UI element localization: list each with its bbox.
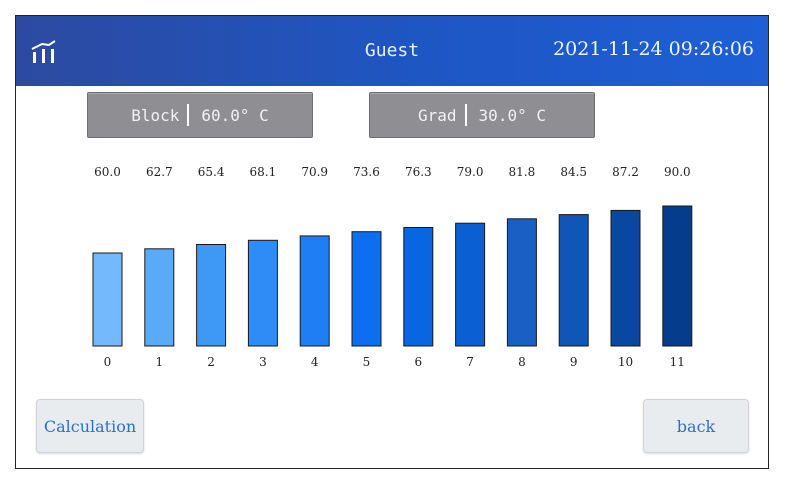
category-label: 3 bbox=[259, 355, 267, 369]
category-label: 10 bbox=[618, 355, 633, 369]
value-label: 60.0 bbox=[94, 165, 121, 179]
bar-10 bbox=[610, 209, 641, 347]
chart-svg: 60.0 0 62.7 1 65.4 2 68.1 3 70.9 4 73.6 5 76.3 6 79.0 7… bbox=[92, 165, 693, 369]
category-label: 0 bbox=[104, 355, 112, 369]
category-label: 1 bbox=[155, 355, 163, 369]
category-label: 11 bbox=[670, 355, 685, 369]
block-label: Block bbox=[131, 105, 180, 125]
back-button[interactable]: back bbox=[643, 399, 749, 453]
value-label: 70.9 bbox=[301, 165, 328, 179]
calculation-button[interactable]: Calculation bbox=[36, 399, 144, 453]
bar-1 bbox=[144, 248, 175, 347]
gradient-field[interactable]: Grad 30.0° C bbox=[369, 92, 595, 138]
value-label: 79.0 bbox=[457, 165, 484, 179]
value-label: 73.6 bbox=[353, 165, 380, 179]
category-label: 7 bbox=[466, 355, 474, 369]
text-caret bbox=[187, 104, 190, 126]
bar-11 bbox=[662, 205, 693, 347]
value-label: 90.0 bbox=[664, 165, 691, 179]
block-temperature-field[interactable]: Block 60.0° C bbox=[87, 92, 313, 138]
signal-chart-icon bbox=[31, 40, 56, 63]
block-value: 60.0° C bbox=[201, 105, 269, 125]
bar-6 bbox=[403, 227, 434, 347]
app-window: Guest 2021-11-24 09:26:06 Block 60.0° C … bbox=[15, 15, 769, 469]
grad-value: 30.0° C bbox=[478, 105, 546, 125]
value-label: 87.2 bbox=[612, 165, 639, 179]
bar-7 bbox=[455, 222, 486, 347]
value-label: 81.8 bbox=[509, 165, 536, 179]
value-label: 65.4 bbox=[198, 165, 225, 179]
category-label: 6 bbox=[414, 355, 422, 369]
bar-8 bbox=[506, 218, 537, 347]
value-label: 62.7 bbox=[146, 165, 173, 179]
value-label: 68.1 bbox=[250, 165, 277, 179]
bar-4 bbox=[299, 235, 330, 347]
category-label: 9 bbox=[570, 355, 578, 369]
category-label: 5 bbox=[363, 355, 371, 369]
value-label: 84.5 bbox=[560, 165, 587, 179]
bar-3 bbox=[247, 239, 278, 347]
category-label: 8 bbox=[518, 355, 526, 369]
bar-5 bbox=[351, 231, 382, 347]
bar-2 bbox=[196, 244, 227, 347]
grad-label: Grad bbox=[418, 105, 457, 125]
category-label: 2 bbox=[207, 355, 215, 369]
current-user: Guest bbox=[364, 40, 420, 61]
bar-9 bbox=[558, 214, 589, 347]
top-bar: Guest 2021-11-24 09:26:06 bbox=[16, 16, 768, 86]
datetime: 2021-11-24 09:26:06 bbox=[553, 38, 754, 60]
category-label: 4 bbox=[311, 355, 319, 369]
text-caret bbox=[464, 104, 467, 126]
gradient-bar-chart: 60.0 0 62.7 1 65.4 2 68.1 3 70.9 4 73.6 5 76.3 6 79.0 7… bbox=[16, 156, 768, 386]
bar-0 bbox=[92, 252, 123, 347]
value-label: 76.3 bbox=[405, 165, 432, 179]
